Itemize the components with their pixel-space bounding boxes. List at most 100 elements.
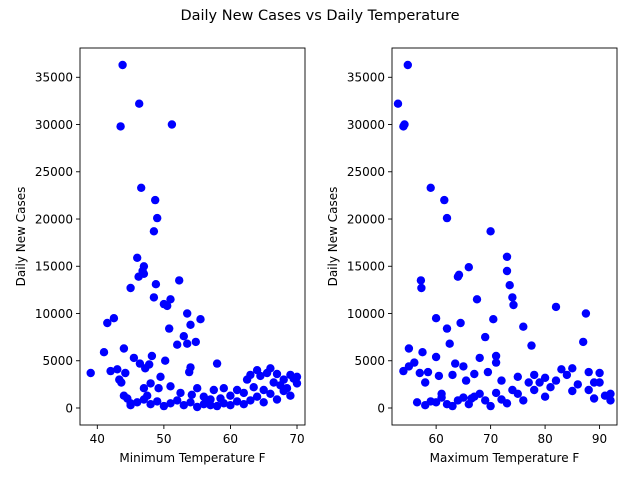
data-point: [99, 348, 109, 357]
data-point: [453, 396, 463, 405]
y-axis-label: Daily New Cases: [14, 187, 28, 287]
data-point: [527, 341, 536, 350]
data-point: [183, 339, 192, 348]
data-point: [502, 399, 512, 408]
data-point: [421, 378, 430, 387]
y-tick-label: 20000: [35, 212, 73, 226]
data-point: [491, 388, 501, 398]
y-tick-label: 15000: [347, 260, 385, 274]
x-tick-label: 70: [289, 432, 304, 446]
data-point: [502, 266, 512, 276]
x-axis-label: Minimum Temperature F: [119, 451, 265, 465]
data-point: [415, 368, 424, 378]
data-point: [266, 364, 275, 373]
data-point: [232, 397, 242, 406]
data-point: [106, 366, 115, 376]
data-point: [186, 363, 195, 372]
data-point: [209, 385, 218, 395]
data-point: [292, 379, 302, 388]
data-point: [505, 281, 514, 290]
data-point: [186, 320, 195, 329]
y-tick-label: 25000: [35, 165, 73, 179]
data-point: [279, 386, 288, 396]
data-point: [437, 393, 446, 402]
data-point: [464, 400, 473, 409]
data-point: [153, 213, 162, 223]
y-tick-label: 10000: [347, 307, 385, 321]
data-point: [117, 378, 126, 387]
data-point: [256, 371, 265, 381]
data-point: [139, 384, 149, 393]
data-point: [119, 344, 129, 353]
data-point: [568, 364, 577, 373]
x-tick-label: 60: [428, 432, 443, 446]
y-tick-label: 10000: [35, 307, 73, 321]
data-point: [226, 391, 235, 400]
data-point: [551, 302, 561, 312]
data-point: [470, 392, 479, 401]
data-point: [239, 388, 248, 398]
data-point: [153, 397, 162, 406]
data-point: [272, 395, 282, 404]
data-point: [246, 370, 255, 380]
data-point: [196, 315, 205, 324]
data-point: [137, 183, 146, 192]
data-point: [502, 252, 512, 261]
data-point: [486, 227, 495, 236]
data-point: [524, 378, 533, 387]
data-point: [133, 398, 142, 407]
y-tick-label: 35000: [35, 71, 73, 85]
data-point: [540, 392, 550, 401]
figure-title: Daily New Cases vs Daily Temperature: [180, 8, 460, 24]
data-point: [199, 400, 208, 409]
data-point: [193, 384, 202, 393]
data-point: [417, 283, 426, 293]
data-point: [557, 365, 566, 374]
data-point: [459, 362, 468, 371]
data-point: [470, 369, 479, 379]
y-tick-label: 20000: [347, 212, 385, 226]
data-point: [151, 280, 161, 289]
data-point: [272, 369, 282, 379]
data-point: [187, 390, 196, 399]
data-point: [412, 398, 422, 407]
data-point: [146, 400, 155, 409]
x-axis-label: Maximum Temperature F: [430, 451, 580, 465]
plot-frame: [79, 47, 306, 426]
data-point: [186, 398, 195, 407]
data-point: [448, 401, 457, 411]
data-point: [139, 262, 149, 271]
y-tick-label: 0: [377, 401, 385, 415]
subplot-1: 40 50 60 70 0 5000 10000 15000 20000 25000 30000 35…: [14, 47, 306, 465]
data-point: [434, 371, 444, 381]
x-tick-label: 90: [592, 432, 607, 446]
data-point: [232, 385, 242, 395]
data-point: [159, 401, 169, 411]
x-tick-label: 70: [483, 432, 498, 446]
data-point: [448, 370, 457, 380]
data-point: [133, 253, 142, 262]
data-point: [179, 401, 188, 410]
y-axis-label: Daily New Cases: [326, 187, 340, 287]
data-point: [451, 359, 460, 368]
data-point: [154, 384, 163, 393]
data-point: [212, 401, 222, 411]
data-point: [212, 359, 222, 368]
y-tick-label: 25000: [347, 165, 385, 179]
data-point: [239, 400, 248, 409]
data-point: [139, 395, 149, 404]
data-point: [146, 379, 155, 388]
data-point: [149, 227, 159, 236]
data-point: [176, 388, 185, 398]
y-tick-label: 35000: [347, 71, 385, 85]
data-point: [149, 293, 159, 302]
data-point: [292, 372, 302, 381]
data-point: [179, 332, 188, 341]
data-point: [156, 372, 165, 381]
data-point: [464, 263, 473, 272]
data-point: [454, 270, 464, 279]
y-tick-label: 30000: [35, 118, 73, 132]
data-point: [551, 376, 561, 385]
data-point: [483, 367, 493, 377]
